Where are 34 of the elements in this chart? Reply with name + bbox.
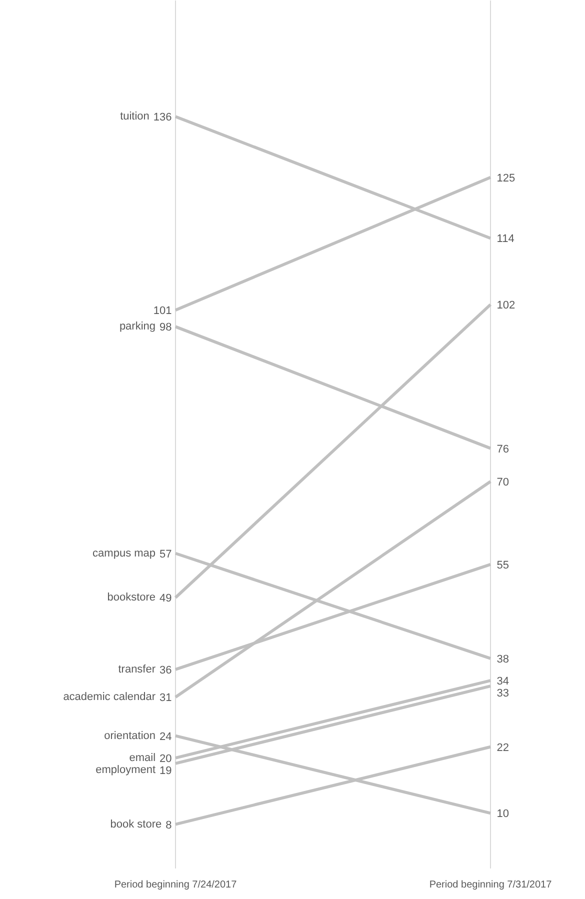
series-label: campus map xyxy=(92,547,156,560)
data-label: 125 xyxy=(496,172,516,184)
data-label: 24 xyxy=(159,730,172,743)
x-tick-label: Period beginning 7/31/2017 xyxy=(429,880,552,890)
data-label: 70 xyxy=(496,476,510,488)
data-label: 49 xyxy=(159,592,172,605)
data-label: 114 xyxy=(496,233,514,246)
data-label: 10 xyxy=(496,808,510,820)
data-label: 102 xyxy=(496,300,516,312)
data-label: 136 xyxy=(153,112,172,124)
text: tuition xyxy=(120,110,150,123)
data-label: 19 xyxy=(159,764,172,777)
data-label: 38 xyxy=(496,653,510,666)
data-label: 55 xyxy=(496,559,510,572)
data-label: 20 xyxy=(159,752,172,765)
data-label: 57 xyxy=(159,548,172,560)
data-label: 36 xyxy=(159,664,172,676)
series-label: transfer xyxy=(118,663,156,676)
data-label: 34 xyxy=(496,676,510,688)
series-label: orientation xyxy=(104,730,156,742)
series-label: parking xyxy=(119,320,156,333)
series-label: book store xyxy=(110,818,162,830)
data-label: 33 xyxy=(496,688,510,700)
series-label: academic calendar xyxy=(63,691,156,704)
data-label: 76 xyxy=(496,443,510,456)
series-label: bookstore xyxy=(107,592,156,604)
series-label: email xyxy=(129,752,156,764)
series-label: employment xyxy=(96,764,156,776)
x-tick-label: Period beginning 7/24/2017 xyxy=(114,880,238,890)
data-label: 101 xyxy=(153,305,172,318)
data-label: 8 xyxy=(166,819,172,832)
data-label: 31 xyxy=(159,692,172,704)
data-label: 98 xyxy=(159,322,172,334)
data-label: 22 xyxy=(496,742,510,754)
